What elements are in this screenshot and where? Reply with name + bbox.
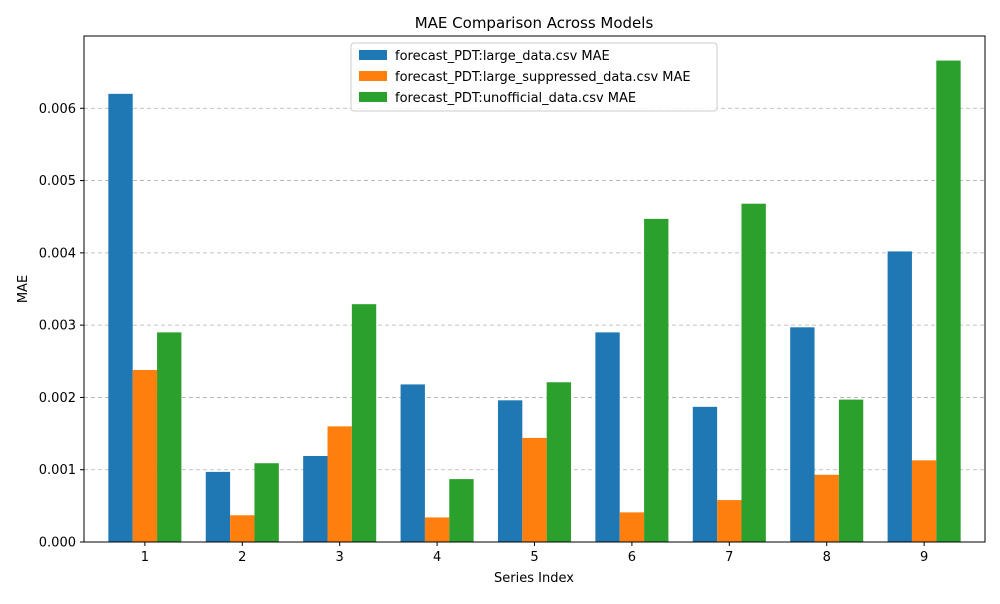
x-tick-label: 5	[530, 550, 538, 565]
legend-swatch-series2	[359, 71, 387, 81]
bar-series1-cat4	[400, 384, 425, 542]
bar-series2-cat3	[327, 426, 352, 542]
bar-series1-cat8	[790, 327, 815, 542]
legend-swatch-series3	[359, 92, 387, 102]
legend-label-series2: forecast_PDT:large_suppressed_data.csv M…	[395, 70, 691, 85]
bar-series3-cat3	[351, 304, 377, 542]
legend-swatch-series1	[359, 50, 387, 60]
y-axis: 0.000 0.001 0.002 0.003 0.004 0.005 0.006	[39, 102, 84, 551]
x-tick-label: 9	[920, 550, 928, 565]
bar-series2-cat2	[230, 515, 255, 542]
x-tick-label: 8	[823, 550, 831, 565]
bar-series2-cat4	[424, 517, 450, 542]
bar-series2-cat1	[132, 369, 158, 542]
bar-series3-cat1	[157, 332, 182, 542]
x-axis-title: Series Index	[494, 571, 574, 586]
bar-series1-cat5	[497, 400, 523, 542]
bar-series2-cat7	[717, 500, 742, 542]
bar-series1-cat7	[692, 406, 718, 542]
bar-series1-cat9	[887, 251, 912, 542]
x-tick-label: 1	[141, 550, 149, 565]
x-tick-label: 6	[628, 550, 636, 565]
y-tick-label: 0.006	[39, 102, 76, 117]
x-tick-label: 2	[238, 550, 246, 565]
bar-series1-cat3	[303, 455, 328, 542]
legend: forecast_PDT:large_data.csv MAE forecast_…	[350, 42, 718, 112]
x-tick-label: 4	[433, 550, 441, 565]
y-tick-label: 0.001	[39, 463, 76, 478]
bar-series3-cat2	[254, 463, 279, 542]
bar-series3-cat9	[936, 60, 961, 542]
y-tick-label: 0.000	[39, 536, 76, 551]
x-tick-label: 3	[336, 550, 344, 565]
x-tick-label: 7	[725, 550, 733, 565]
bar-series2-cat6	[619, 512, 645, 542]
bar-series1-cat2	[205, 471, 231, 542]
x-axis: 1 2 3 4 5 6 7 8 9	[141, 542, 928, 565]
bar-series1-cat6	[595, 332, 620, 542]
bar-series3-cat8	[838, 399, 864, 542]
bar-series3-cat4	[449, 479, 474, 542]
legend-box	[350, 42, 718, 112]
bar-series2-cat9	[911, 460, 937, 542]
y-axis-title: MAE	[16, 275, 31, 303]
bar-series3-cat6	[644, 218, 669, 542]
chart-title: MAE Comparison Across Models	[415, 14, 654, 32]
gridlines	[84, 107, 985, 543]
bar-series1-cat1	[108, 93, 133, 542]
bars	[108, 60, 961, 542]
y-tick-label: 0.005	[39, 174, 76, 189]
bar-series2-cat8	[814, 474, 839, 542]
legend-label-series3: forecast_PDT:unofficial_data.csv MAE	[395, 91, 636, 106]
y-tick-label: 0.003	[39, 319, 76, 334]
bar-series3-cat5	[546, 382, 572, 542]
bar-series2-cat5	[522, 437, 547, 542]
y-tick-label: 0.002	[39, 391, 76, 406]
y-tick-label: 0.004	[39, 246, 76, 261]
legend-label-series1: forecast_PDT:large_data.csv MAE	[395, 49, 610, 64]
bar-series3-cat7	[741, 203, 766, 542]
